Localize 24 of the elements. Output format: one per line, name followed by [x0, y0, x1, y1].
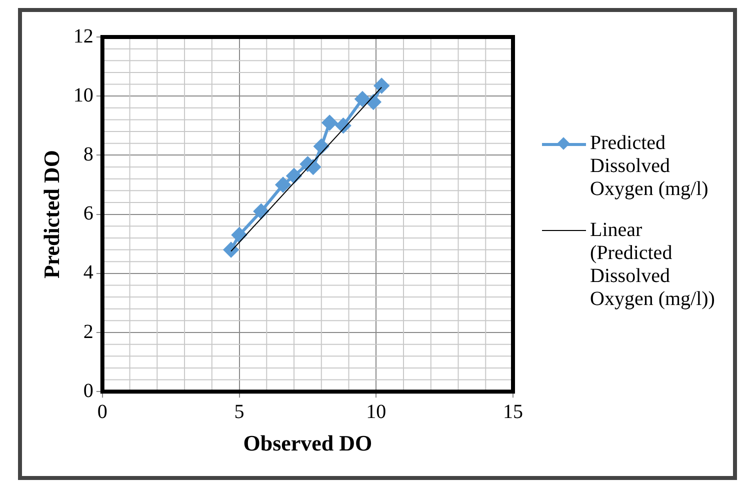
x-tick-label: 0 [97, 400, 108, 423]
y-axis-title: Predicted DO [38, 150, 64, 279]
x-tick-label: 15 [503, 400, 523, 423]
point [314, 138, 329, 154]
point [354, 92, 370, 107]
x-tick-label: 5 [234, 400, 244, 423]
y-tick-label: 12 [73, 25, 94, 48]
y-tick-label: 4 [83, 262, 94, 284]
y-tick-label: 6 [83, 202, 94, 225]
point [276, 177, 291, 192]
y-tick-label: 2 [83, 320, 94, 343]
y-tick-label: 8 [83, 143, 94, 166]
point [254, 204, 269, 219]
x-axis-title: Observed DO [243, 430, 372, 456]
point [232, 227, 247, 242]
y-tick-label: 0 [83, 380, 94, 402]
point [322, 115, 338, 130]
y-tick-label: 10 [73, 84, 94, 106]
x-tick-label: 10 [366, 400, 386, 423]
legend-label: Predicted Dissolved Oxygen (mg/l) [590, 132, 710, 201]
legend-label: Linear (Predicted Dissolved Oxygen (mg/l)) [590, 219, 716, 311]
point [286, 168, 302, 184]
point [374, 78, 390, 94]
point [224, 242, 239, 258]
